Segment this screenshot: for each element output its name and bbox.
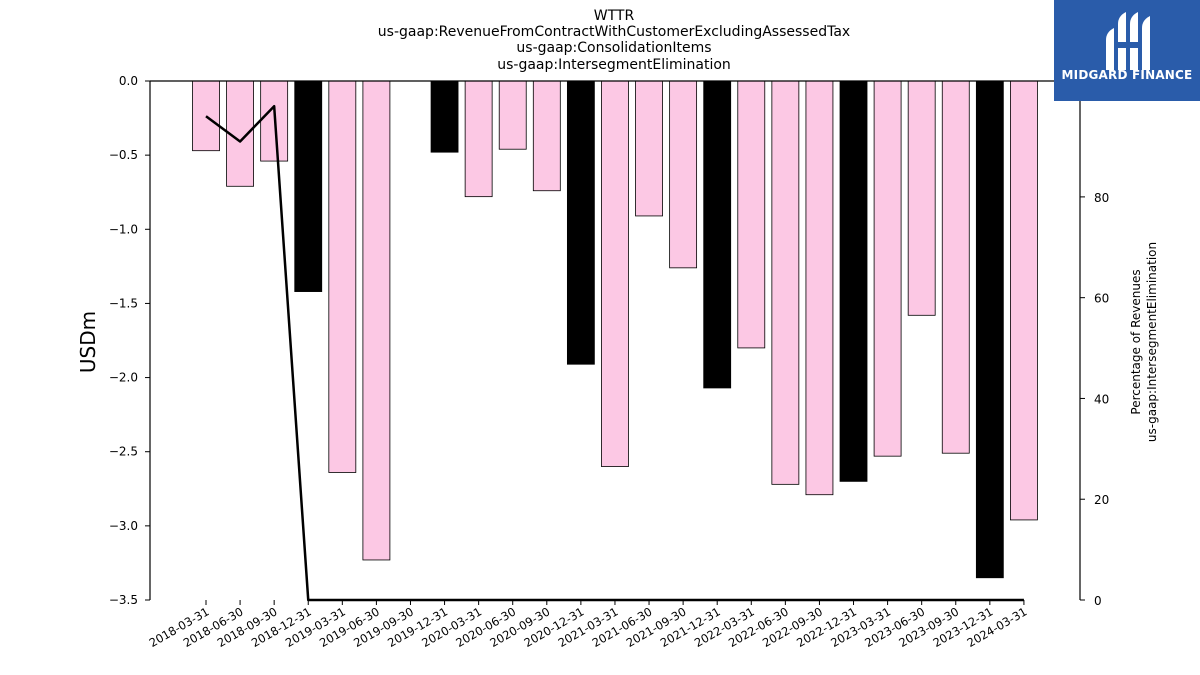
y-tick-label: −1.0 xyxy=(109,222,138,236)
bar-2020-09-30 xyxy=(532,80,561,192)
bar-2022-12-31 xyxy=(839,80,868,482)
bar-2020-03-31 xyxy=(464,80,493,198)
right-y-tick-label: 80 xyxy=(1094,191,1109,205)
midgard-finance-logo: MIDGARD FINANCE xyxy=(1054,0,1200,101)
bar-2023-03-31 xyxy=(873,80,902,457)
bar-2023-06-30 xyxy=(907,80,936,316)
bar-2023-09-30 xyxy=(941,80,970,454)
axes xyxy=(149,80,1081,600)
bar-series xyxy=(192,80,1038,579)
y-tick-label: −2.5 xyxy=(109,445,138,459)
y-tick-label: −3.5 xyxy=(109,593,138,607)
bar-2024-03-31 xyxy=(1010,80,1038,521)
bar-2021-12-31 xyxy=(703,80,732,389)
left-y-axis: 0.0 −0.5 −1.0 −1.5 −2.0 −2.5 −3.0 −3.5 xyxy=(109,74,150,607)
y-tick-label: −1.5 xyxy=(109,296,138,310)
bar-2022-03-31 xyxy=(737,80,766,349)
chart-title-line-2: us-gaap:RevenueFromContractWithCustomerE… xyxy=(378,24,850,40)
chart-title-line-4: us-gaap:IntersegmentElimination xyxy=(497,57,731,73)
y-axis-label: USDm xyxy=(76,311,100,373)
right-y-tick-label: 20 xyxy=(1094,493,1109,507)
right-y-axis-label-line-1: Percentage of Revenues xyxy=(1129,269,1143,414)
bar-2021-06-30 xyxy=(635,80,663,217)
y-tick-label: 0.0 xyxy=(119,74,138,88)
right-y-axis: 0 20 40 60 80 xyxy=(1080,191,1109,608)
bar-2022-09-30 xyxy=(805,80,834,496)
bar-2019-12-31 xyxy=(430,80,459,153)
y-tick-label: −3.0 xyxy=(109,519,138,533)
bar-2019-03-31 xyxy=(328,80,357,473)
right-y-tick-label: 0 xyxy=(1094,594,1102,608)
bar-2018-12-31 xyxy=(294,80,323,292)
right-y-tick-label: 40 xyxy=(1094,392,1109,406)
bar-2021-09-30 xyxy=(669,80,698,269)
chart-title-line-3: us-gaap:ConsolidationItems xyxy=(516,40,711,56)
bar-2020-12-31 xyxy=(566,80,595,365)
bar-2022-06-30 xyxy=(771,80,800,485)
chart-title-line-1: WTTR xyxy=(594,8,635,24)
logo-text: MIDGARD FINANCE xyxy=(1061,68,1193,82)
x-axis: 2018-03-312018-06-302018-09-302018-12-31… xyxy=(147,600,1029,650)
bar-2021-03-31 xyxy=(601,80,629,467)
y-tick-label: −2.0 xyxy=(109,371,138,385)
bar-2023-12-31 xyxy=(975,80,1004,579)
right-y-axis-label-line-2: us-gaap:IntersegmentElimination xyxy=(1145,242,1159,442)
bar-2018-03-31 xyxy=(192,80,220,152)
bar-2019-06-30 xyxy=(362,80,391,561)
bar-2020-06-30 xyxy=(498,80,527,150)
chart-title: WTTR us-gaap:RevenueFromContractWithCust… xyxy=(378,8,850,73)
y-tick-label: −0.5 xyxy=(109,148,138,162)
logo-mark-icon xyxy=(1106,12,1150,70)
right-y-tick-label: 60 xyxy=(1094,292,1109,306)
